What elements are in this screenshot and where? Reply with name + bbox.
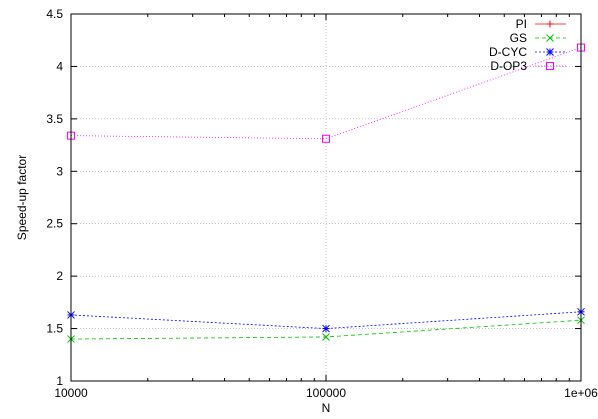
x-tick-label: 10000 (54, 386, 88, 400)
data-point (322, 333, 330, 341)
y-tick-label: 2 (56, 269, 63, 283)
y-tick-label: 1 (56, 374, 63, 388)
data-point (546, 62, 554, 70)
data-point (546, 34, 554, 42)
legend-label: PI (516, 17, 527, 31)
legend-label: D-OP3 (490, 59, 527, 73)
x-tick-label: 1e+06 (564, 386, 598, 400)
legend-item: PI (516, 17, 566, 31)
y-tick-label: 4.5 (46, 7, 63, 21)
data-series (67, 43, 585, 343)
y-tick-label: 3.5 (46, 112, 63, 126)
series-line-d-cyc (70, 311, 582, 329)
data-point (546, 20, 554, 28)
x-axis-ticks: 10000 100000 1e+06 (54, 14, 598, 400)
legend-item: GS (510, 31, 566, 45)
x-tick-label: 100000 (306, 386, 346, 400)
y-tick-label: 1.5 (46, 322, 63, 336)
plot-frame (70, 13, 582, 382)
series-line-d-op3 (70, 47, 582, 140)
y-tick-label: 3 (56, 164, 63, 178)
y-tick-label: 2.5 (46, 217, 63, 231)
data-point (322, 324, 330, 333)
legend-label: D-CYC (489, 45, 527, 59)
data-point (322, 134, 330, 143)
legend-item: D-OP3 (490, 59, 566, 73)
x-axis-label: N (322, 401, 331, 415)
legend-item: D-CYC (489, 45, 566, 59)
y-axis-label: Speed-up factor (15, 155, 29, 240)
data-point (546, 48, 554, 56)
y-axis-ticks: 1 1.5 2 2.5 3 3.5 4 4.5 (46, 7, 581, 388)
y-tick-label: 4 (56, 59, 63, 73)
legend-label: GS (510, 31, 527, 45)
